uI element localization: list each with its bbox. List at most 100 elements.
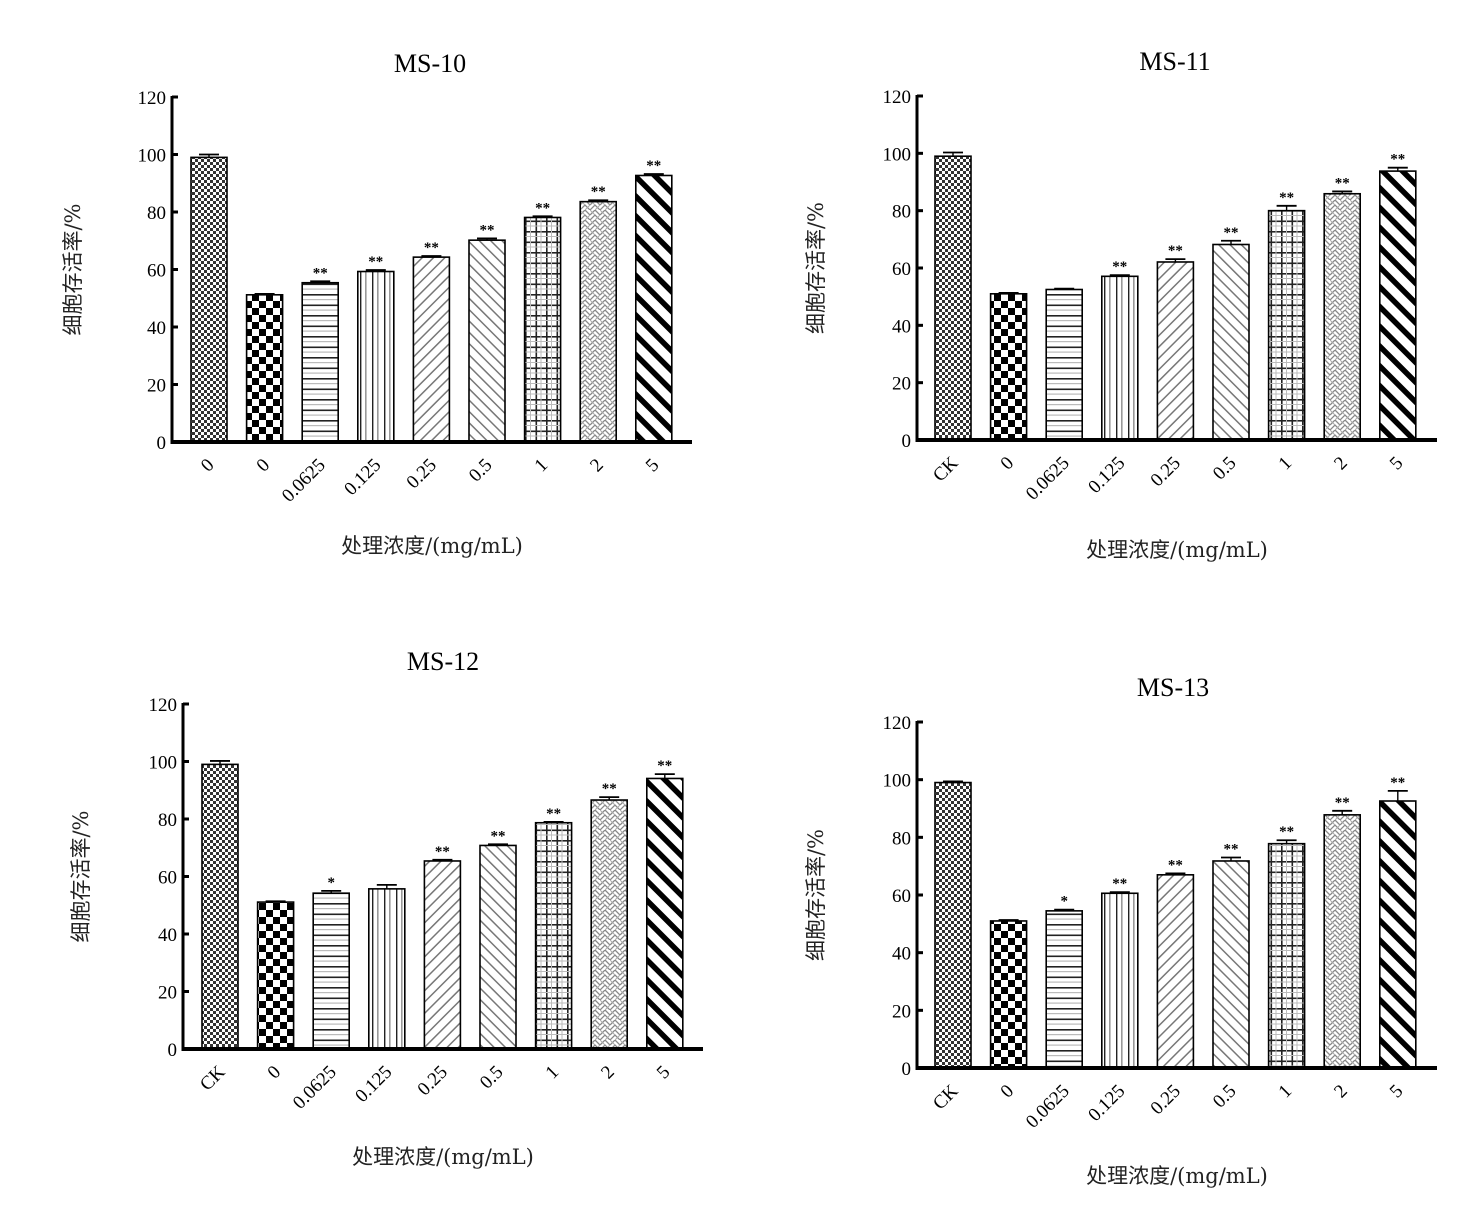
x-tick-label: 0 bbox=[197, 455, 219, 477]
y-tick-label: 0 bbox=[168, 1040, 178, 1061]
chart-panel-ms-13: MS-13 0 20 40 60 80 100 120 细胞存活率/% CK 0 * 0.0625 ** 0… bbox=[804, 673, 1437, 1188]
bar-5 bbox=[645, 777, 684, 1050]
bar-0_5 bbox=[468, 239, 506, 443]
bar-CK bbox=[934, 781, 972, 1069]
bar-0_25 bbox=[1156, 874, 1195, 1069]
significance-label: ** bbox=[591, 184, 606, 200]
significance-label: ** bbox=[546, 806, 561, 822]
y-tick-label: 60 bbox=[892, 886, 911, 907]
significance-label: ** bbox=[491, 828, 506, 844]
x-axis-label: 处理浓度/(mg/mL) bbox=[1086, 538, 1268, 562]
x-tick-label: 1 bbox=[542, 1062, 564, 1084]
chart-panel-ms-12: MS-12 0 20 40 60 80 100 120 细胞存活率/% CK 0 * 0.0625 0.1… bbox=[69, 647, 703, 1169]
y-tick-label: 100 bbox=[883, 771, 912, 792]
x-axis-label: 处理浓度/(mg/mL) bbox=[352, 1145, 534, 1169]
x-tick-label: 1 bbox=[1275, 453, 1297, 475]
x-tick-label: 1 bbox=[531, 455, 553, 477]
bar-0 bbox=[245, 293, 284, 443]
bar-2 bbox=[579, 200, 618, 443]
significance-label: ** bbox=[646, 158, 661, 174]
bar-0_125 bbox=[1101, 275, 1139, 441]
bar-0_125 bbox=[356, 270, 395, 443]
bar-5 bbox=[1379, 170, 1417, 441]
significance-label: ** bbox=[1390, 775, 1405, 791]
bar-0_25 bbox=[412, 256, 451, 443]
chart-title: MS-10 bbox=[394, 49, 466, 78]
chart-title: MS-11 bbox=[1139, 47, 1210, 76]
bar-0_5 bbox=[1212, 860, 1250, 1069]
significance-label: ** bbox=[1224, 225, 1239, 241]
x-tick-label: 0.0625 bbox=[1022, 453, 1074, 505]
y-tick-label: 80 bbox=[892, 202, 911, 223]
x-tick-label: 2 bbox=[1330, 1081, 1352, 1103]
significance-label: ** bbox=[480, 222, 495, 238]
bar-CK bbox=[934, 155, 972, 441]
y-tick-label: 100 bbox=[149, 753, 178, 774]
significance-label: ** bbox=[1168, 243, 1183, 259]
y-tick-label: 20 bbox=[892, 1001, 911, 1022]
y-axis-label: 细胞存活率/% bbox=[804, 829, 828, 961]
significance-label: ** bbox=[1390, 152, 1405, 168]
bar-2 bbox=[1323, 814, 1361, 1069]
bar-2 bbox=[1323, 192, 1361, 441]
bar-0_25 bbox=[1156, 261, 1195, 441]
y-tick-label: 0 bbox=[902, 431, 912, 452]
significance-label: ** bbox=[368, 254, 383, 270]
x-tick-label: 0.5 bbox=[465, 455, 497, 487]
x-tick-label: 0.5 bbox=[1209, 453, 1241, 485]
bar-0 bbox=[190, 156, 228, 443]
y-tick-label: 120 bbox=[883, 87, 912, 108]
x-tick-label: 0 bbox=[997, 1081, 1019, 1103]
bar-0 bbox=[989, 920, 1028, 1069]
x-tick-label: 0.5 bbox=[476, 1062, 508, 1094]
y-tick-label: 80 bbox=[158, 810, 177, 831]
chart-title: MS-13 bbox=[1137, 673, 1209, 702]
y-tick-label: 40 bbox=[158, 925, 177, 946]
y-tick-label: 0 bbox=[902, 1059, 912, 1080]
chart-panel-ms-10: MS-10 0 20 40 60 80 100 120 细胞存活率/% 0 0 ** 0.0625 ** 0… bbox=[61, 49, 692, 558]
x-tick-label: 0.5 bbox=[1209, 1081, 1241, 1113]
bar-0_0625 bbox=[312, 892, 351, 1050]
y-tick-label: 100 bbox=[138, 146, 167, 167]
significance-label: ** bbox=[1112, 259, 1127, 275]
x-tick-label: CK bbox=[929, 1080, 963, 1114]
x-tick-label: 2 bbox=[597, 1062, 619, 1084]
x-tick-label: 2 bbox=[586, 455, 608, 477]
y-tick-label: 40 bbox=[892, 316, 911, 337]
y-tick-label: 80 bbox=[147, 203, 166, 224]
bar-0_5 bbox=[479, 844, 517, 1050]
x-tick-label: 0.125 bbox=[1084, 1081, 1129, 1126]
significance-label: ** bbox=[424, 240, 439, 256]
x-tick-label: 0.125 bbox=[1084, 453, 1129, 498]
significance-label: ** bbox=[1112, 876, 1127, 892]
y-tick-label: 20 bbox=[147, 376, 166, 397]
bar-0_0625 bbox=[301, 281, 340, 443]
bar-0_5 bbox=[1212, 243, 1250, 441]
significance-label: ** bbox=[1335, 795, 1350, 811]
significance-label: * bbox=[1060, 894, 1068, 910]
x-tick-label: CK bbox=[196, 1061, 230, 1095]
significance-label: ** bbox=[602, 781, 617, 797]
bar-0_25 bbox=[423, 860, 462, 1050]
y-tick-label: 40 bbox=[892, 944, 911, 965]
y-tick-label: 60 bbox=[147, 261, 166, 282]
x-tick-label: 0 bbox=[997, 453, 1019, 475]
y-tick-label: 100 bbox=[883, 144, 912, 165]
significance-label: ** bbox=[1279, 824, 1294, 840]
x-tick-label: 0.25 bbox=[414, 1062, 452, 1100]
x-axis-label: 处理浓度/(mg/mL) bbox=[341, 534, 523, 558]
x-tick-label: CK bbox=[929, 452, 963, 486]
x-tick-label: 0.25 bbox=[1147, 1081, 1185, 1119]
x-tick-label: 5 bbox=[653, 1062, 675, 1084]
y-tick-label: 40 bbox=[147, 318, 166, 339]
y-tick-label: 80 bbox=[892, 828, 911, 849]
y-axis-label: 细胞存活率/% bbox=[61, 203, 85, 335]
significance-label: ** bbox=[1335, 175, 1350, 191]
y-axis-label: 细胞存活率/% bbox=[804, 202, 828, 334]
x-tick-label: 0.0625 bbox=[1022, 1081, 1074, 1133]
y-tick-label: 20 bbox=[158, 983, 177, 1004]
x-tick-label: 0.125 bbox=[351, 1062, 396, 1107]
x-tick-label: 5 bbox=[1386, 453, 1408, 475]
